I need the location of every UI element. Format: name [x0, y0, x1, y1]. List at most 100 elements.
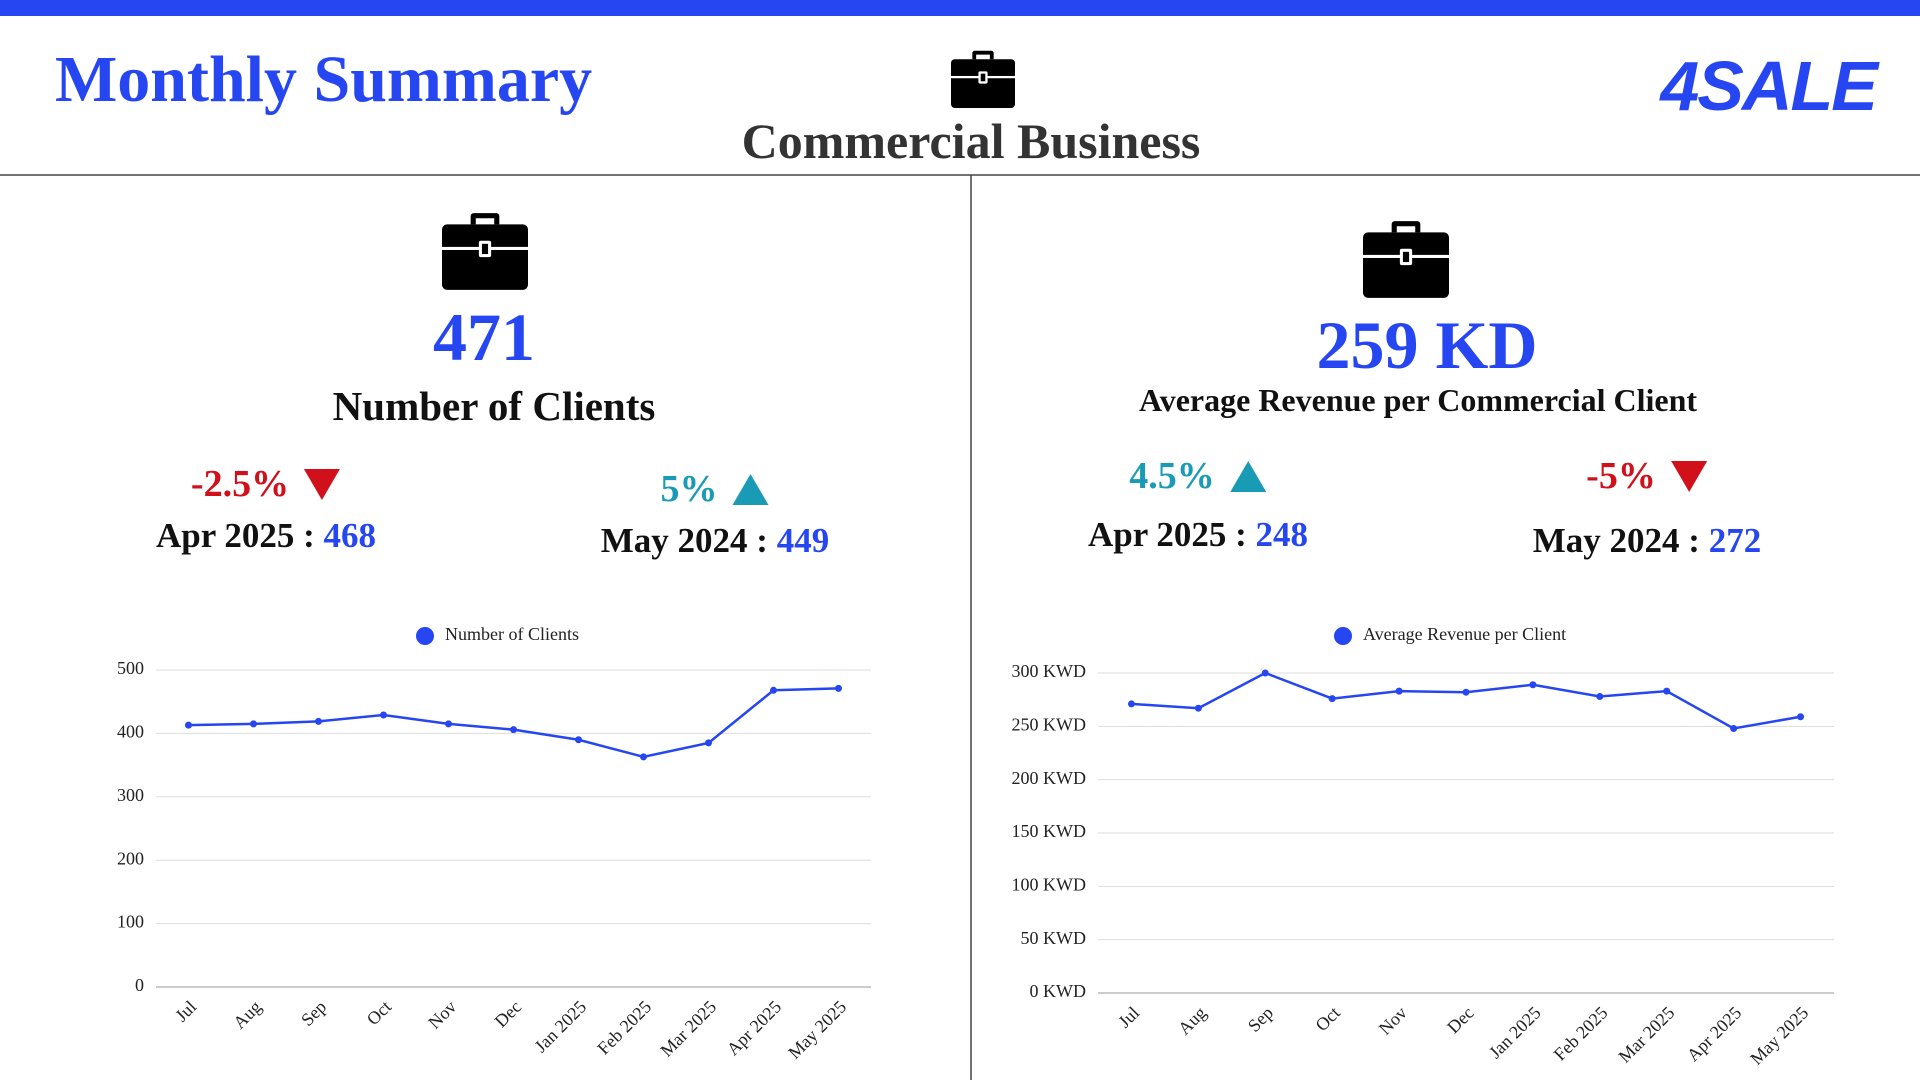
- compare-value: 248: [1255, 515, 1309, 554]
- point: [1194, 704, 1202, 712]
- compare-value: 272: [1708, 521, 1762, 560]
- x-tick-label: Feb 2025: [593, 997, 655, 1059]
- change-arrow: [304, 469, 341, 500]
- y-tick-label: 50 KWD: [1021, 928, 1087, 948]
- y-tick-label: 200 KWD: [1012, 768, 1087, 788]
- y-tick-label: 0: [135, 975, 144, 995]
- page-title: Monthly Summary: [55, 43, 593, 116]
- period: Apr 2025 :: [1087, 515, 1247, 554]
- x-tick-label: Aug: [1174, 1003, 1210, 1039]
- x-tick-label: Oct: [363, 997, 396, 1030]
- kpi-label: Average Revenue per Commercial Client: [1138, 382, 1698, 418]
- point: [185, 721, 192, 729]
- x-tick-label: Feb 2025: [1550, 1003, 1612, 1065]
- y-tick-label: 100: [117, 912, 144, 932]
- x-tick-label: Jul: [1114, 1003, 1143, 1032]
- kpi-compare: Apr 2025 : 468: [156, 516, 376, 556]
- y-tick-label: 300 KWD: [1012, 661, 1087, 681]
- x-tick-label: May 2025: [784, 997, 850, 1063]
- change-text: 4.5%: [1129, 455, 1215, 497]
- kpi-label: Number of Clients: [332, 383, 656, 429]
- kpi-compare: Apr 2025 : 248: [1088, 515, 1308, 555]
- legend-label: Average Revenue per Client: [1363, 624, 1566, 644]
- kpi-change: -5%: [1586, 454, 1708, 498]
- point: [1395, 687, 1403, 695]
- kpi-icon: [442, 213, 528, 290]
- kpi-change: 4.5%: [1129, 454, 1267, 498]
- point: [835, 684, 842, 692]
- point: [1127, 700, 1135, 708]
- point: [1328, 695, 1336, 703]
- triangle: [304, 469, 341, 500]
- change-text: -2.5%: [190, 463, 290, 505]
- point: [380, 711, 387, 719]
- y-tick-label: 100 KWD: [1012, 874, 1087, 894]
- y-tick-label: 0 KWD: [1030, 981, 1087, 1001]
- point: [1529, 681, 1537, 689]
- point: [445, 720, 452, 728]
- point: [705, 739, 712, 747]
- point: [1730, 724, 1738, 732]
- kpi-icon: [1363, 221, 1449, 298]
- x-tick-label: Aug: [229, 997, 265, 1033]
- kpi-compare: May 2024 : 449: [601, 521, 829, 561]
- y-tick-label: 400: [117, 722, 144, 742]
- x-tick-label: Nov: [424, 997, 460, 1033]
- compare-value: 468: [323, 516, 377, 555]
- x-tick-label: Sep: [297, 997, 330, 1030]
- line: [188, 687, 839, 759]
- y-tick-label: 150 KWD: [1012, 821, 1087, 841]
- line: [1131, 671, 1801, 730]
- legend-label: Number of Clients: [445, 624, 579, 644]
- point: [315, 717, 322, 725]
- legend-marker: [416, 627, 434, 645]
- change-text: 5%: [660, 468, 718, 510]
- triangle: [732, 474, 769, 505]
- point: [1663, 687, 1671, 695]
- triangle: [1670, 461, 1707, 492]
- x-tick-label: Apr 2025: [723, 997, 786, 1060]
- point: [1462, 688, 1470, 696]
- legend-marker: [1334, 627, 1352, 645]
- y-tick-label: 500: [117, 658, 144, 678]
- x-tick-label: Jan 2025: [530, 997, 590, 1057]
- point: [770, 686, 777, 694]
- point: [250, 720, 257, 728]
- point: [1797, 713, 1805, 721]
- point: [640, 753, 647, 761]
- header-icon: [951, 50, 1015, 108]
- kpi-value: 471: [433, 299, 535, 375]
- x-tick-label: Nov: [1375, 1003, 1411, 1039]
- point: [510, 726, 517, 734]
- point: [1596, 692, 1604, 700]
- period: Apr 2025 :: [155, 516, 315, 555]
- y-tick-label: 200: [117, 848, 144, 868]
- y-tick-label: 250 KWD: [1012, 714, 1087, 734]
- change-arrow: [1229, 461, 1266, 492]
- logo: 4SALE: [1660, 47, 1878, 125]
- period: May 2024 :: [600, 521, 768, 560]
- x-tick-label: Sep: [1244, 1003, 1277, 1036]
- x-tick-label: May 2025: [1746, 1003, 1812, 1069]
- x-tick-label: Dec: [491, 997, 526, 1032]
- change-arrow: [1670, 461, 1707, 492]
- page-subtitle: Commercial Business: [741, 113, 1201, 169]
- y-tick-label: 300: [117, 785, 144, 805]
- x-tick-label: Jul: [171, 997, 200, 1026]
- compare-value: 449: [776, 521, 830, 560]
- x-tick-label: Mar 2025: [656, 997, 720, 1061]
- x-tick-label: Oct: [1311, 1003, 1344, 1036]
- kpi-compare: May 2024 : 272: [1533, 521, 1761, 561]
- period: May 2024 :: [1532, 521, 1700, 560]
- kpi-change: -2.5%: [191, 462, 341, 506]
- change-arrow: [732, 474, 769, 505]
- x-tick-label: Apr 2025: [1683, 1003, 1746, 1066]
- top-bar: [0, 0, 1920, 16]
- kpi-change: 5%: [661, 467, 770, 511]
- x-tick-label: Mar 2025: [1614, 1003, 1678, 1067]
- x-tick-label: Jan 2025: [1485, 1003, 1545, 1063]
- kpi-value: 259 KD: [1316, 307, 1538, 383]
- x-tick-label: Dec: [1443, 1003, 1478, 1038]
